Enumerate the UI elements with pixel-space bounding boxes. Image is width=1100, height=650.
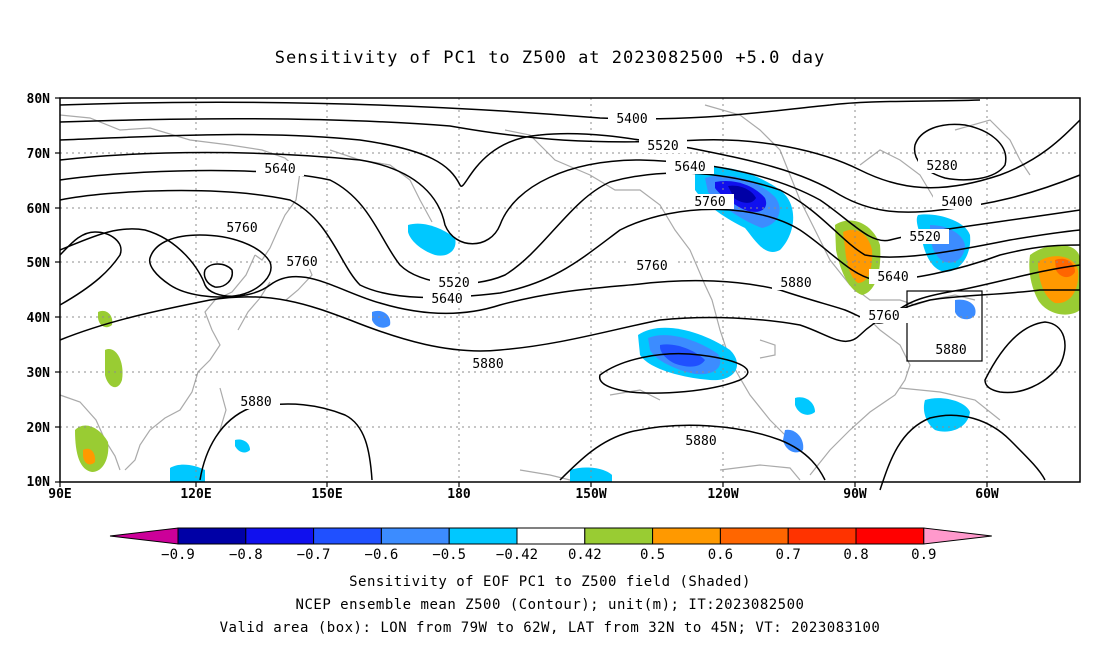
axis-ticks: [55, 97, 988, 487]
colorbar-cell: [448, 527, 518, 545]
lat-labels: 80N 70N 60N 50N 40N 30N 20N 10N: [27, 92, 51, 490]
colorbar-label: −0.7: [297, 547, 331, 563]
caption-line-1: Sensitivity of EOF PC1 to Z500 field (Sh…: [349, 574, 751, 590]
contour-label: 5640: [877, 270, 908, 285]
lon-label: 120W: [707, 487, 738, 502]
map-frame: [59, 97, 1081, 483]
contour-label: 5520: [909, 230, 940, 245]
contour-label: 5640: [264, 162, 295, 177]
contour-label: 5400: [941, 195, 972, 210]
contour-label: 5400: [616, 112, 647, 127]
colorbar-cell: [380, 527, 450, 545]
shaded-sensitivity: [75, 166, 1080, 482]
caption-line-3: Valid area (box): LON from 79W to 62W, L…: [219, 620, 881, 636]
colorbar-label: 0.6: [708, 547, 733, 563]
lat-label: 20N: [27, 421, 51, 436]
colorbar-low-extend: [109, 527, 179, 545]
colorbar-high-extend: [923, 527, 992, 545]
colorbar-cell: [652, 527, 721, 545]
colorbar-label: −0.9: [161, 547, 195, 563]
colorbar-cell: [584, 527, 654, 545]
lon-label: 90E: [48, 487, 71, 502]
colorbar-label: 0.7: [776, 547, 801, 563]
contour-label: 5880: [472, 357, 503, 372]
contour-label: 5760: [226, 221, 257, 236]
z500-contours: [59, 99, 1081, 491]
lat-label: 80N: [27, 92, 51, 107]
contour-label: 5880: [935, 343, 966, 358]
colorbar-cell: [313, 527, 382, 545]
caption-line-2: NCEP ensemble mean Z500 (Contour); unit(…: [295, 597, 805, 613]
colorbar-cell: [516, 527, 586, 545]
colorbar: −0.9 −0.8 −0.7 −0.6 −0.5 −0.42 0.42 0.5 0.6 0.7 0.…: [109, 527, 992, 563]
lat-label: 70N: [27, 147, 51, 162]
lon-label: 90W: [843, 487, 867, 502]
lat-label: 40N: [27, 311, 51, 326]
contour-label: 5760: [636, 259, 667, 274]
chart-title: Sensitivity of PC1 to Z500 at 2023082500…: [274, 48, 826, 68]
contour-label: 5520: [647, 139, 678, 154]
colorbar-label: 0.8: [843, 547, 868, 563]
lon-label: 120E: [180, 487, 211, 502]
colorbar-label: 0.9: [911, 547, 936, 563]
colorbar-label: −0.42: [496, 547, 538, 563]
colorbar-cell: [719, 527, 789, 545]
contour-label: 5880: [780, 276, 811, 291]
lat-label: 60N: [27, 202, 51, 217]
graticule: [60, 98, 1080, 482]
contour-labels: 5400 5520 5640 5760 5280 5400 5520 5640 …: [218, 111, 981, 449]
lon-labels: 90E 120E 150E 180 150W 120W 90W 60W: [48, 487, 999, 502]
lat-label: 30N: [27, 366, 51, 381]
contour-label: 5640: [431, 292, 462, 307]
colorbar-label: −0.5: [432, 547, 466, 563]
valid-area-box: [906, 290, 983, 362]
colorbar-cell: [177, 527, 247, 545]
contour-label: 5280: [926, 159, 957, 174]
contour-label: 5760: [286, 255, 317, 270]
colorbar-cell: [787, 527, 857, 545]
colorbar-label: 0.42: [568, 547, 602, 563]
coastlines: [59, 104, 1031, 481]
contour-label: 5880: [240, 395, 271, 410]
contour-label: 5880: [685, 434, 716, 449]
lat-label: 10N: [27, 475, 51, 490]
contour-label: 5520: [438, 276, 469, 291]
lon-label: 150W: [575, 487, 606, 502]
lon-label: 150E: [311, 487, 342, 502]
colorbar-label: −0.6: [365, 547, 399, 563]
colorbar-label: −0.8: [229, 547, 263, 563]
colorbar-cell: [855, 527, 925, 545]
colorbar-label: 0.5: [640, 547, 665, 563]
contour-label: 5760: [694, 195, 725, 210]
colorbar-cell: [245, 527, 315, 545]
contour-label: 5760: [868, 309, 899, 324]
lat-label: 50N: [27, 256, 51, 271]
contour-label: 5640: [674, 160, 705, 175]
lon-label: 60W: [975, 487, 999, 502]
lon-label: 180: [447, 487, 471, 502]
